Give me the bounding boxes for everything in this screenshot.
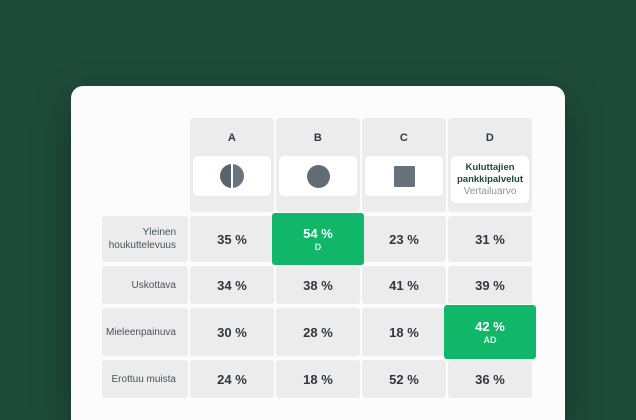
icon-box-c <box>365 156 443 196</box>
matrix-cell: 52 % <box>362 360 446 398</box>
matrix-cell: 31 % <box>448 216 532 262</box>
matrix-cell: 38 % <box>276 266 360 304</box>
cell-value: 35 % <box>217 231 247 247</box>
comparison-matrix: A B C D Kuluttajien pankkipalvelut Verta… <box>102 118 536 398</box>
matrix-cell: 41 % <box>362 266 446 304</box>
matrix-cell-highlight: 42 % AD <box>444 305 536 359</box>
cell-value: 24 % <box>217 371 247 387</box>
matrix-cell-highlight: 54 % D <box>272 213 364 265</box>
matrix-cell: 23 % <box>362 216 446 262</box>
matrix-cell: 34 % <box>190 266 274 304</box>
cell-value: 36 % <box>475 371 505 387</box>
matrix-cell: 30 % <box>190 308 274 356</box>
matrix-cell: 18 % <box>362 308 446 356</box>
column-letter: C <box>399 132 409 144</box>
cell-tag: AD <box>483 334 497 345</box>
column-letter: D <box>485 132 495 144</box>
cell-value: 18 % <box>303 371 333 387</box>
cell-value: 23 % <box>389 231 419 247</box>
cell-value: 52 % <box>389 371 419 387</box>
column-header-b: B <box>276 118 360 212</box>
cell-value: 54 % <box>303 225 333 241</box>
cell-tag: D <box>314 241 322 252</box>
column-letter: B <box>313 132 323 144</box>
cell-value: 18 % <box>389 324 419 340</box>
column-header-a: A <box>190 118 274 212</box>
cell-value: 34 % <box>217 277 247 293</box>
square-icon <box>393 165 415 187</box>
matrix-cell: 18 % <box>276 360 360 398</box>
column-header-c: C <box>362 118 446 212</box>
matrix-cell: 35 % <box>190 216 274 262</box>
circle-icon <box>306 164 330 188</box>
icon-box-a <box>193 156 271 196</box>
matrix-cell: 28 % <box>276 308 360 356</box>
cell-value: 30 % <box>217 324 247 340</box>
results-card: A B C D Kuluttajien pankkipalvelut Verta… <box>71 86 565 420</box>
row-label-mieleenpainuva: Mieleenpainuva <box>102 308 188 356</box>
cell-value: 38 % <box>303 277 333 293</box>
matrix-cell: 24 % <box>190 360 274 398</box>
row-label-uskottava: Uskottava <box>102 266 188 304</box>
benchmark-subtitle: Vertailuarvo <box>463 185 517 197</box>
row-label-yleinen-houkuttelevuus: Yleinen houkuttelevuus <box>102 216 188 262</box>
column-header-d: D Kuluttajien pankkipalvelut Vertailuarv… <box>448 118 532 212</box>
benchmark-label-box: Kuluttajien pankkipalvelut Vertailuarvo <box>451 156 529 203</box>
row-label-erottuu-muista: Erottuu muista <box>102 360 188 398</box>
cell-value: 39 % <box>475 277 505 293</box>
cell-value: 31 % <box>475 231 505 247</box>
column-letter: A <box>227 132 237 144</box>
benchmark-title: Kuluttajien pankkipalvelut <box>457 162 523 185</box>
cell-value: 42 % <box>475 318 505 334</box>
icon-box-b <box>279 156 357 196</box>
corner-spacer <box>102 118 188 212</box>
cell-value: 28 % <box>303 324 333 340</box>
half-circle-icon <box>220 164 244 188</box>
matrix-cell: 39 % <box>448 266 532 304</box>
cell-value: 41 % <box>389 277 419 293</box>
matrix-cell: 36 % <box>448 360 532 398</box>
